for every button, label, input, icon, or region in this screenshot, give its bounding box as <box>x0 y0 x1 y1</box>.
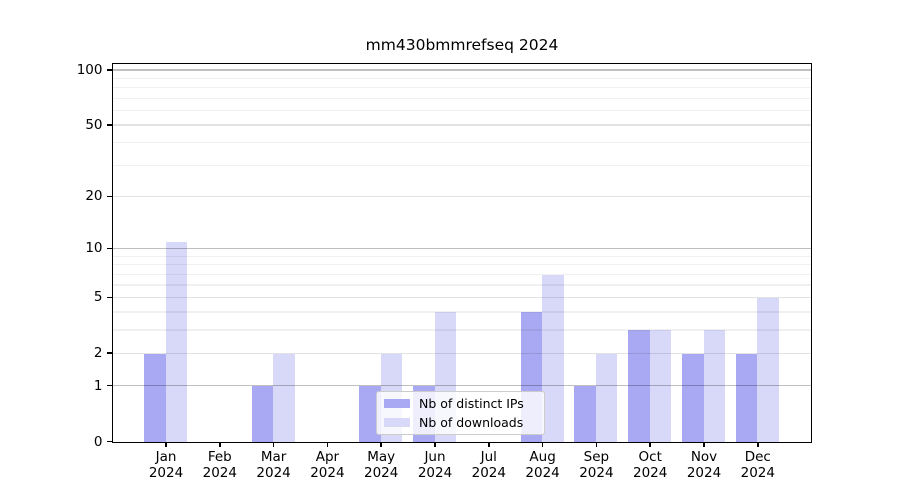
ytick-mark-0 <box>106 440 112 443</box>
bar-downloads-aug <box>542 274 564 442</box>
legend-row-downloads: Nb of downloads <box>384 415 537 430</box>
ytick-mark-20 <box>106 195 112 198</box>
ytick-mark-1 <box>106 384 112 387</box>
legend-swatch-distinct-ips <box>384 399 410 408</box>
ytick-mark-50 <box>106 124 112 126</box>
xtick-mark-dec <box>757 441 759 447</box>
legend: Nb of distinct IPs Nb of downloads <box>376 391 545 435</box>
bar-downloads-sep <box>595 353 618 442</box>
xtick-mark-may <box>380 441 382 447</box>
xtick-label-jul: Jul 2024 <box>471 448 506 482</box>
bar-distinct-ips-nov <box>682 353 704 442</box>
legend-label-distinct-ips: Nb of distinct IPs <box>419 396 524 411</box>
bar-distinct-ips-oct <box>628 330 650 442</box>
xtick-label-feb: Feb 2024 <box>202 448 237 482</box>
xtick-label-oct: Oct 2024 <box>633 448 668 482</box>
ytick-label-0: 0 <box>93 433 103 450</box>
xtick-label-sep: Sep 2024 <box>579 448 614 482</box>
chart-title: mm430bmmrefseq 2024 <box>365 36 559 54</box>
bar-downloads-jan <box>165 241 187 442</box>
ytick-mark-5 <box>106 296 112 298</box>
xtick-mark-jan <box>165 441 167 447</box>
bar-downloads-oct <box>649 330 672 442</box>
xtick-label-jan: Jan 2024 <box>148 448 184 482</box>
plot-area: Nb of distinct IPs Nb of downloads <box>112 63 812 443</box>
ytick-label-20: 20 <box>85 188 103 205</box>
bar-distinct-ips-jan <box>144 353 166 442</box>
bar-distinct-ips-dec <box>735 353 758 442</box>
ytick-label-5: 5 <box>93 289 103 306</box>
legend-label-downloads: Nb of downloads <box>419 415 524 430</box>
xtick-mark-nov <box>703 441 705 447</box>
legend-row-distinct-ips: Nb of distinct IPs <box>384 396 537 411</box>
xtick-mark-jul <box>488 441 490 447</box>
legend-swatch-downloads <box>384 418 410 427</box>
ytick-label-10: 10 <box>85 240 103 257</box>
xtick-label-mar: Mar 2024 <box>256 448 291 482</box>
xtick-mark-mar <box>272 441 275 447</box>
ytick-label-100: 100 <box>76 61 103 78</box>
bar-downloads-dec <box>757 297 779 442</box>
xtick-label-apr: Apr 2024 <box>310 448 345 482</box>
xtick-mark-feb <box>219 441 221 447</box>
xtick-label-dec: Dec 2024 <box>740 448 775 482</box>
bar-distinct-ips-may <box>359 386 381 442</box>
xtick-mark-apr <box>326 441 329 447</box>
xtick-mark-sep <box>595 441 598 447</box>
ytick-mark-100 <box>106 69 112 71</box>
ytick-label-1: 1 <box>93 377 103 394</box>
bar-distinct-ips-sep <box>574 386 596 442</box>
ytick-mark-2 <box>106 352 112 354</box>
xtick-label-jun: Jun 2024 <box>417 448 453 482</box>
xtick-mark-oct <box>649 441 651 447</box>
ytick-label-50: 50 <box>85 116 103 133</box>
bars-layer <box>113 64 811 442</box>
xtick-mark-aug <box>541 441 544 447</box>
xtick-mark-jun <box>434 441 436 447</box>
xtick-label-nov: Nov 2024 <box>686 448 722 482</box>
xtick-label-may: May 2024 <box>364 448 399 482</box>
bar-distinct-ips-mar <box>251 386 274 442</box>
bar-downloads-nov <box>703 330 725 442</box>
xtick-label-aug: Aug 2024 <box>525 448 560 482</box>
bar-downloads-mar <box>273 353 295 442</box>
ytick-mark-10 <box>106 247 112 250</box>
ytick-label-2: 2 <box>93 345 103 362</box>
